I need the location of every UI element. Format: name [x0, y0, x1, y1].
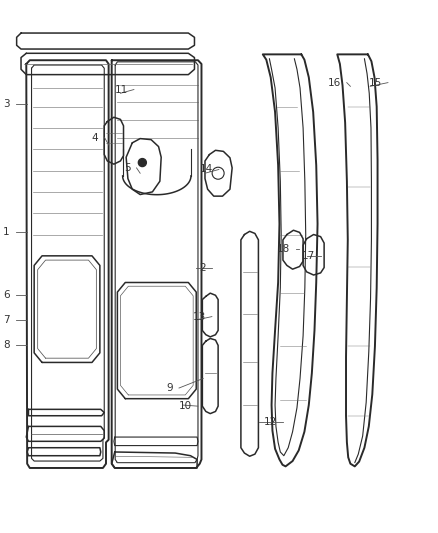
Text: 1: 1	[3, 227, 10, 237]
Text: 6: 6	[3, 290, 10, 300]
Text: 5: 5	[124, 163, 131, 173]
Text: 12: 12	[264, 417, 277, 427]
Text: 4: 4	[92, 133, 99, 142]
Text: 16: 16	[328, 78, 341, 87]
Text: 2: 2	[199, 263, 206, 272]
Text: 10: 10	[179, 401, 192, 411]
Text: 15: 15	[369, 78, 382, 87]
Text: 13: 13	[193, 312, 206, 321]
Text: 7: 7	[3, 315, 10, 325]
Text: 18: 18	[277, 245, 290, 254]
Text: 9: 9	[166, 383, 173, 393]
Circle shape	[138, 158, 146, 167]
Text: 14: 14	[200, 165, 213, 174]
Text: 11: 11	[115, 85, 128, 94]
Text: 3: 3	[3, 99, 10, 109]
Text: 17: 17	[302, 251, 315, 261]
Text: 8: 8	[3, 341, 10, 350]
